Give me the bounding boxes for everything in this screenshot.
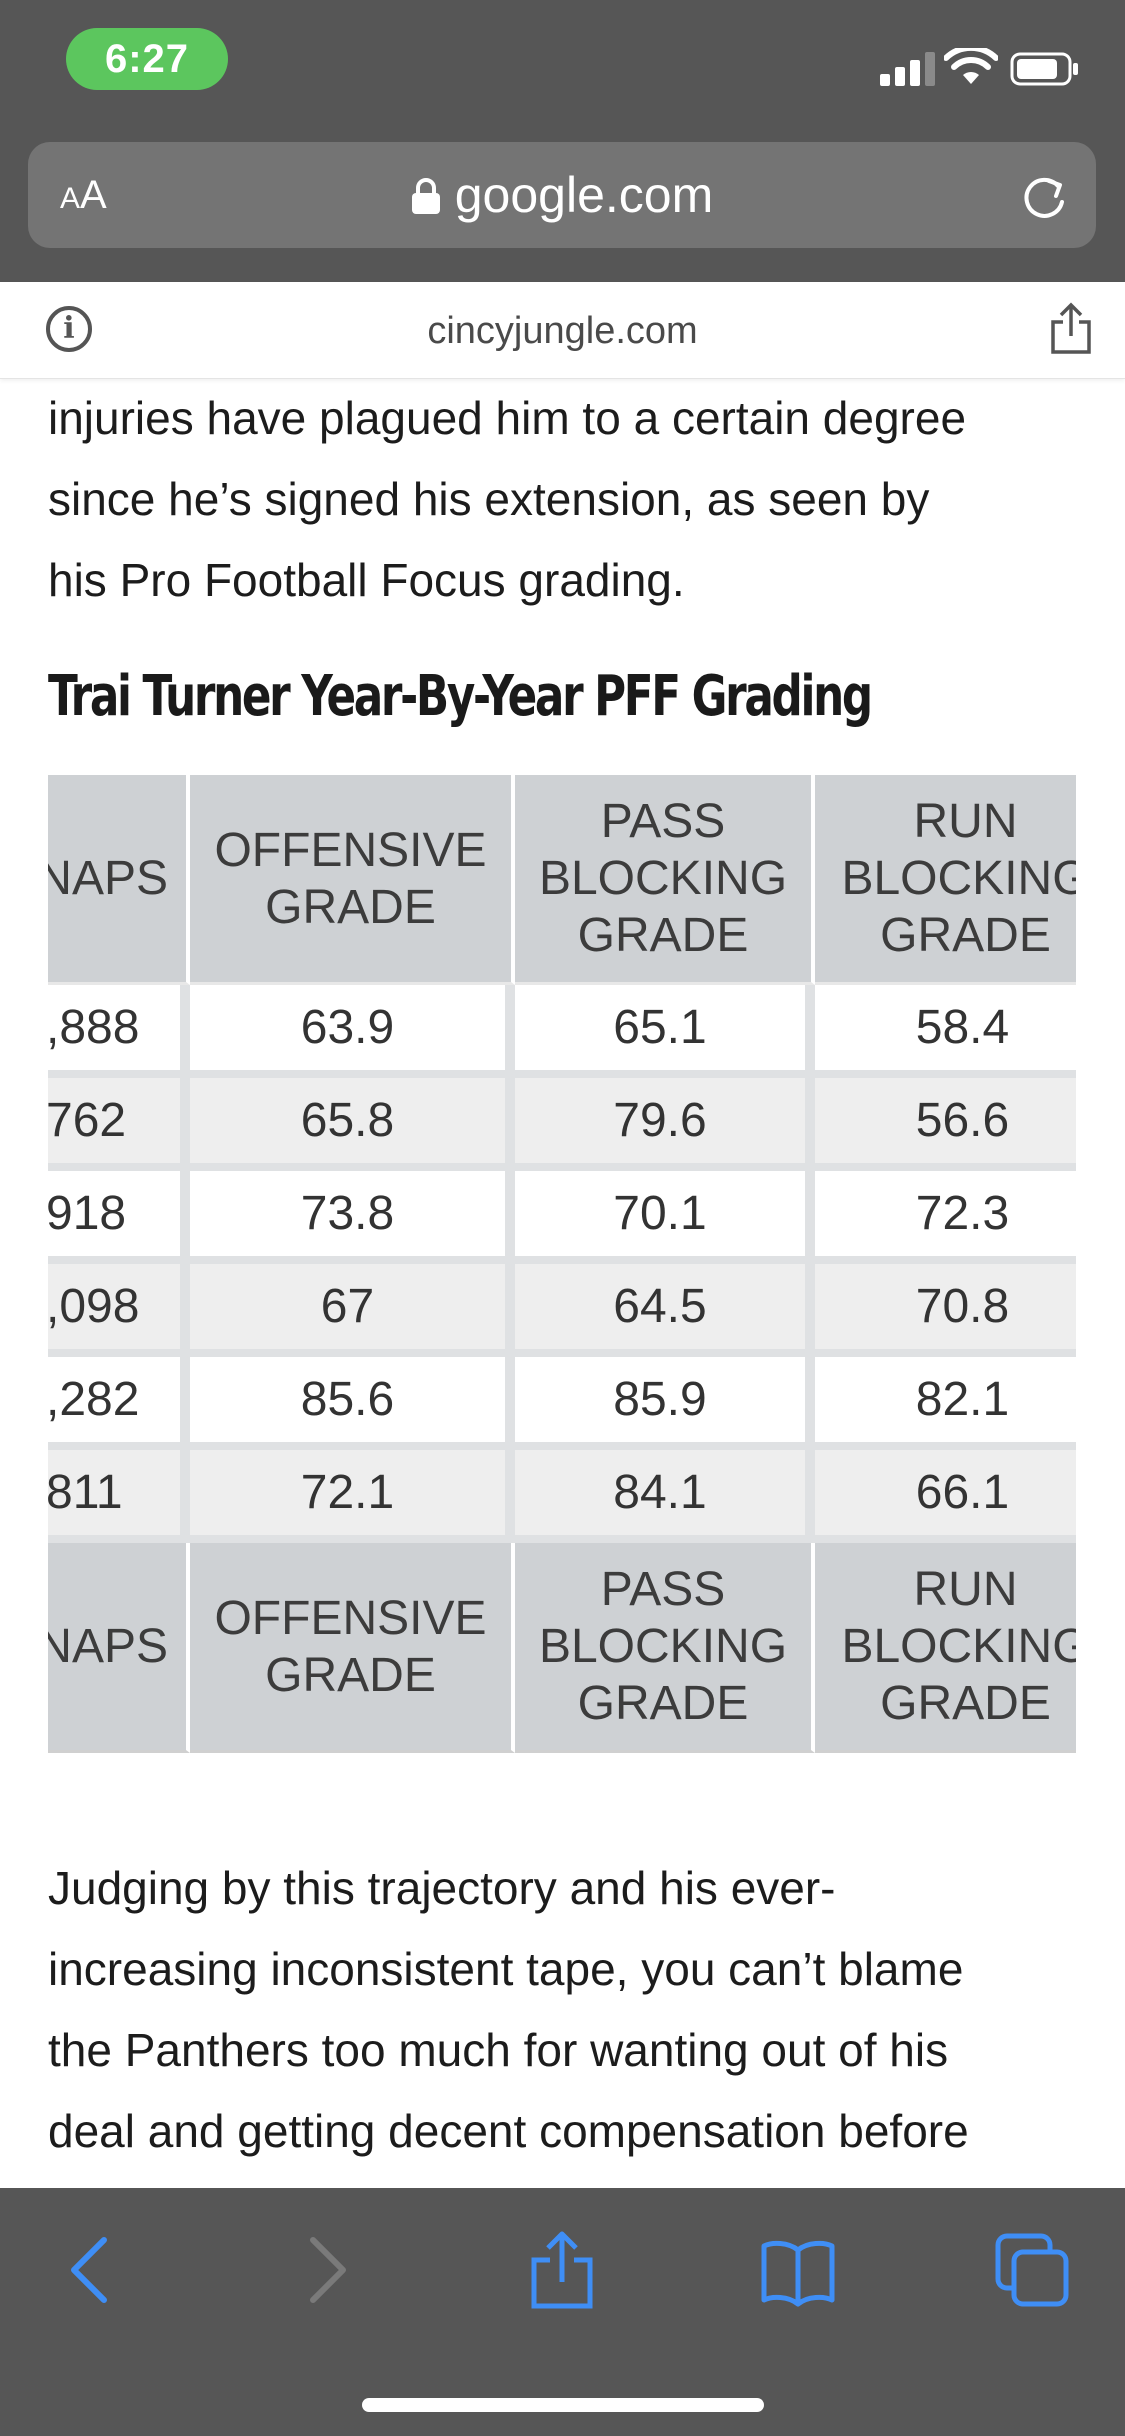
text-line: since he’s signed his extension, as seen… <box>48 473 930 525</box>
table-row: 918 73.8 70.1 72.3 <box>48 1171 1076 1264</box>
header-line: GRADE <box>265 880 436 934</box>
header-line: GRADE <box>577 909 749 962</box>
cell-offensive-grade: 63.9 <box>190 985 515 1078</box>
cell-run-blocking-grade: 58.4 <box>815 985 1076 1078</box>
header-offensive-grade: OFFENSIVE GRADE <box>190 775 515 985</box>
text-line: the Panthers too much for wanting out of… <box>48 2024 949 2076</box>
cell-snaps: ,098 <box>48 1264 190 1357</box>
header-line: OFFENSIVE <box>214 823 487 877</box>
battery-icon <box>1010 52 1078 86</box>
cell-pass-blocking-grade: 79.6 <box>515 1078 815 1171</box>
text-line: Judging by this trajectory and his ever- <box>48 1862 836 1914</box>
outro-paragraph: Judging by this trajectory and his ever-… <box>48 1848 1098 2172</box>
share-icon[interactable] <box>1047 302 1095 356</box>
header-pass-blocking-grade: PASS BLOCKING GRADE <box>515 775 815 985</box>
header-line: GRADE <box>265 1648 436 1702</box>
text-line: his Pro Football Focus grading. <box>48 554 685 606</box>
share-icon[interactable] <box>522 2230 602 2310</box>
header-line: GRADE <box>577 1677 749 1730</box>
table-row: 811 72.1 84.1 66.1 <box>48 1450 1076 1543</box>
footer-pass-blocking-grade: PASS BLOCKING GRADE <box>515 1543 815 1753</box>
header-line: RUN <box>913 795 1018 848</box>
footer-snaps: NAPS <box>48 1543 190 1753</box>
table-row: 762 65.8 79.6 56.6 <box>48 1078 1076 1171</box>
site-info-bar: i cincyjungle.com <box>0 282 1125 379</box>
cell-run-blocking-grade: 70.8 <box>815 1264 1076 1357</box>
text-line: injuries have plagued him to a certain d… <box>48 392 967 444</box>
cell-run-blocking-grade: 56.6 <box>815 1078 1076 1171</box>
table-row: ,098 67 64.5 70.8 <box>48 1264 1076 1357</box>
forward-icon[interactable] <box>285 2230 365 2310</box>
cell-pass-blocking-grade: 85.9 <box>515 1357 815 1450</box>
cell-pass-blocking-grade: 70.1 <box>515 1171 815 1264</box>
bookmarks-icon[interactable] <box>758 2230 838 2310</box>
cell-pass-blocking-grade: 84.1 <box>515 1450 815 1543</box>
home-indicator[interactable] <box>362 2398 764 2412</box>
table-heading: Trai Turner Year-By-Year PFF Grading <box>48 664 873 729</box>
url-display[interactable]: google.com <box>28 166 1096 224</box>
cell-offensive-grade: 72.1 <box>190 1450 515 1543</box>
header-line: BLOCKING <box>538 852 788 905</box>
site-domain: cincyjungle.com <box>427 310 698 352</box>
wifi-icon <box>944 48 998 84</box>
footer-offensive-grade: OFFENSIVE GRADE <box>190 1543 515 1753</box>
header-line: GRADE <box>880 1677 1051 1730</box>
header-line: BLOCKING <box>538 1620 788 1673</box>
cell-offensive-grade: 85.6 <box>190 1357 515 1450</box>
table-footer-row: NAPS OFFENSIVE GRADE PASS BLOCKING GRADE RU… <box>48 1543 1076 1753</box>
cell-offensive-grade: 73.8 <box>190 1171 515 1264</box>
browser-toolbar <box>0 2188 1125 2436</box>
cell-snaps: 918 <box>48 1171 190 1264</box>
url-domain: google.com <box>454 167 714 223</box>
table-row: ,282 85.6 85.9 82.1 <box>48 1357 1076 1450</box>
header-snaps: NAPS <box>48 775 190 985</box>
table-header-row: NAPS OFFENSIVE GRADE PASS BLOCKING GRADE RU… <box>48 775 1076 985</box>
header-line: NAPS <box>48 1620 168 1673</box>
info-icon[interactable]: i <box>46 306 92 352</box>
address-bar[interactable]: AA google.com <box>28 142 1096 248</box>
header-line: BLOCKING <box>841 852 1076 905</box>
header-line: RUN <box>913 1563 1018 1616</box>
cell-run-blocking-grade: 72.3 <box>815 1171 1076 1264</box>
cell-snaps: ,888 <box>48 985 190 1078</box>
cell-pass-blocking-grade: 64.5 <box>515 1264 815 1357</box>
header-line: PASS <box>600 1563 726 1616</box>
cell-run-blocking-grade: 66.1 <box>815 1450 1076 1543</box>
reload-icon[interactable] <box>1018 172 1070 224</box>
cell-offensive-grade: 65.8 <box>190 1078 515 1171</box>
header-line: OFFENSIVE <box>214 1591 487 1645</box>
tabs-icon[interactable] <box>992 2230 1072 2310</box>
header-line: GRADE <box>880 909 1051 962</box>
footer-run-blocking-grade: RUN BLOCKING GRADE <box>815 1543 1076 1753</box>
browser-top-chrome: 6:27 AA google.com <box>0 0 1125 282</box>
cell-offensive-grade: 67 <box>190 1264 515 1357</box>
intro-paragraph: injuries have plagued him to a certain d… <box>48 378 1088 621</box>
header-run-blocking-grade: RUN BLOCKING GRADE <box>815 775 1076 985</box>
cellular-signal-icon <box>880 52 936 86</box>
table-scroll-container[interactable]: NAPS OFFENSIVE GRADE PASS BLOCKING GRADE RU… <box>48 775 1076 1775</box>
back-icon[interactable] <box>52 2230 132 2310</box>
header-line: PASS <box>600 795 726 848</box>
lock-icon <box>411 178 440 214</box>
cell-pass-blocking-grade: 65.1 <box>515 985 815 1078</box>
cell-snaps: 811 <box>48 1450 190 1543</box>
reader-options-button[interactable]: AA <box>60 168 107 226</box>
grading-table: NAPS OFFENSIVE GRADE PASS BLOCKING GRADE RU… <box>48 775 1076 1753</box>
status-time: 6:27 <box>66 28 228 90</box>
header-line: BLOCKING <box>841 1620 1076 1673</box>
cell-snaps: ,282 <box>48 1357 190 1450</box>
table-row: ,888 63.9 65.1 58.4 <box>48 985 1076 1078</box>
cell-run-blocking-grade: 82.1 <box>815 1357 1076 1450</box>
article-content: injuries have plagued him to a certain d… <box>48 378 1098 2188</box>
aa-large-label: A <box>80 173 107 217</box>
header-line: NAPS <box>48 852 168 905</box>
text-line: deal and getting decent compensation bef… <box>48 2105 969 2157</box>
aa-small-label: A <box>60 182 81 215</box>
text-line: increasing inconsistent tape, you can’t … <box>48 1943 964 1995</box>
cell-snaps: 762 <box>48 1078 190 1171</box>
